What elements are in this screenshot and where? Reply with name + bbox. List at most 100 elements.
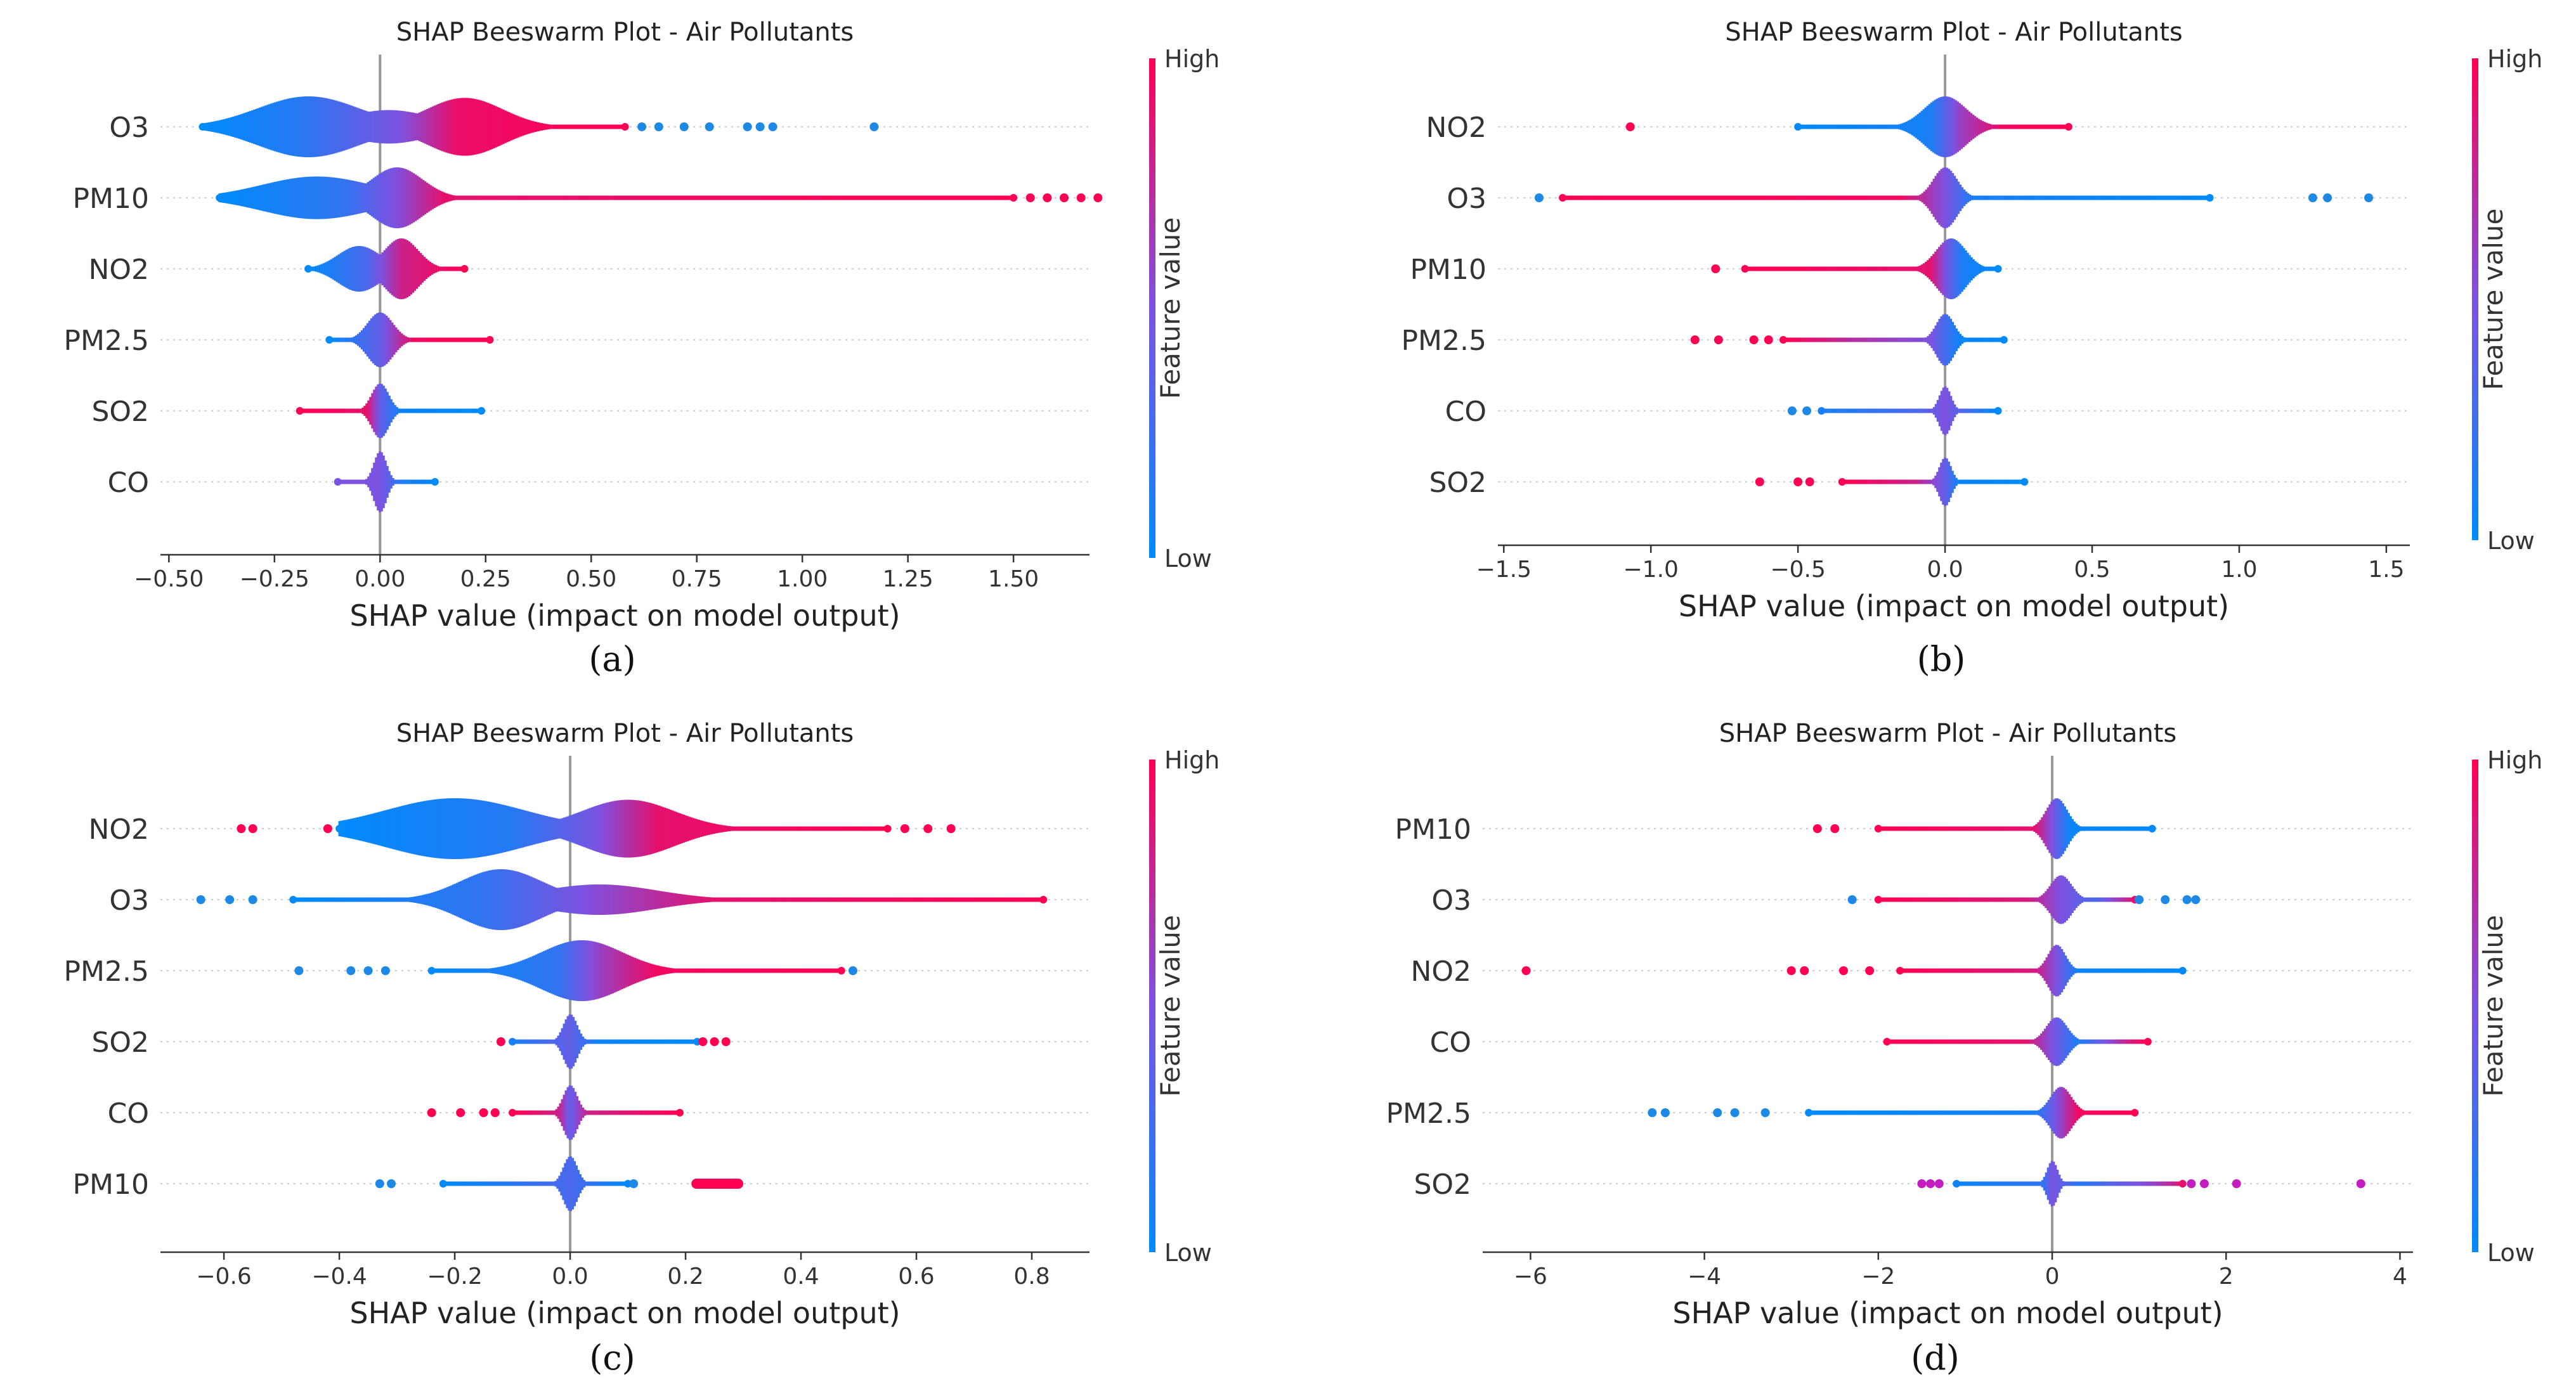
swarm-segment — [384, 460, 387, 503]
swarm-segment — [746, 897, 750, 902]
swarm-segment — [988, 897, 991, 902]
swarm-segment — [564, 886, 567, 913]
swarm-segment — [1946, 968, 1949, 973]
swarm-segment — [1915, 1039, 1917, 1044]
swarm-segment — [996, 897, 999, 902]
swarm-segment — [500, 804, 503, 853]
swarm-segment — [2183, 195, 2187, 200]
swarm-segment — [1995, 337, 1998, 342]
feature-label: PM2.5 — [64, 325, 149, 357]
swarm-segment — [1970, 337, 1974, 342]
swarm-segment — [443, 192, 446, 204]
swarm-segment — [824, 897, 828, 902]
swarm-segment — [1580, 195, 1584, 200]
swarm-segment — [524, 195, 528, 200]
swarm-segment — [582, 1036, 585, 1047]
swarm-point — [334, 478, 342, 486]
swarm-segment — [345, 897, 348, 902]
swarm-segment — [2097, 968, 2100, 973]
swarm-segment — [1952, 968, 1955, 973]
swarm-segment — [1776, 266, 1779, 271]
swarm-segment — [2057, 124, 2060, 129]
swarm-segment — [249, 187, 252, 209]
swarm-segment — [1918, 112, 1922, 141]
swarm-segment — [1811, 195, 1814, 200]
swarm-segment — [859, 897, 862, 902]
swarm-outlier-point — [237, 824, 246, 833]
swarm-segment — [337, 101, 339, 153]
swarm-segment — [318, 408, 320, 413]
swarm-segment — [606, 1110, 609, 1115]
swarm-segment — [558, 944, 561, 997]
swarm-segment — [417, 895, 420, 904]
swarm-segment — [1836, 1110, 1839, 1115]
swarm-segment — [2116, 1110, 2119, 1115]
swarm-segment — [1967, 252, 1969, 285]
swarm-segment — [2116, 968, 2119, 973]
swarm-segment — [244, 113, 246, 141]
swarm-segment — [1839, 337, 1842, 342]
swarm-segment — [1624, 195, 1627, 200]
swarm-segment — [623, 1110, 627, 1115]
swarm-segment — [351, 337, 354, 342]
swarm-segment — [611, 948, 614, 993]
swarm-segment — [1881, 408, 1884, 413]
swarm-segment — [1974, 116, 1977, 138]
swarm-segment — [1828, 337, 1831, 342]
swarm-segment — [443, 798, 446, 859]
swarm-segment — [1828, 408, 1831, 413]
swarm-segment — [729, 968, 732, 973]
swarm-segment — [366, 323, 369, 357]
swarm-segment — [573, 940, 576, 1001]
swarm-segment — [2015, 1110, 2018, 1115]
swarm-segment — [563, 1094, 566, 1131]
swarm-segment — [710, 897, 713, 902]
swarm-segment — [2054, 1165, 2057, 1203]
swarm-segment — [1601, 195, 1604, 200]
swarm-segment — [413, 337, 417, 342]
swarm-segment — [1820, 337, 1823, 342]
swarm-segment — [2029, 124, 2032, 129]
swarm-segment — [341, 337, 344, 342]
swarm-segment — [2050, 883, 2053, 916]
swarm-segment — [403, 111, 406, 143]
swarm-segment — [935, 195, 939, 200]
swarm-segment — [703, 821, 706, 836]
swarm-segment — [375, 110, 377, 143]
swarm-segment — [1887, 337, 1890, 342]
swarm-segment — [429, 893, 432, 907]
swarm-segment — [1615, 195, 1618, 200]
swarm-segment — [465, 195, 469, 200]
swarm-segment — [1957, 181, 1960, 214]
swarm-segment — [1948, 391, 1951, 430]
swarm-segment — [387, 246, 390, 292]
swarm-segment — [444, 337, 447, 342]
swarm-segment — [1953, 404, 1956, 418]
swarm-segment — [1887, 826, 1889, 831]
swarm-segment — [1935, 968, 1938, 973]
swarm-segment — [1944, 386, 1947, 436]
swarm-segment — [787, 195, 790, 200]
swarm-segment — [2127, 1110, 2130, 1115]
swarm-segment — [1022, 897, 1025, 902]
swarm-segment — [956, 195, 959, 200]
swarm-segment — [312, 408, 315, 413]
feature-label: PM2.5 — [1386, 1097, 1471, 1130]
swarm-segment — [725, 968, 728, 973]
swarm-segment — [781, 826, 784, 831]
swarm-segment — [2012, 124, 2015, 129]
swarm-segment — [1980, 337, 1983, 342]
swarm-segment — [420, 111, 423, 143]
swarm-segment — [697, 896, 700, 903]
swarm-segment — [349, 337, 352, 342]
swarm-segment — [659, 891, 662, 909]
swarm-segment — [1965, 191, 1968, 204]
swarm-segment — [488, 801, 491, 856]
swarm-segment — [462, 195, 465, 200]
swarm-segment — [1881, 337, 1884, 342]
swarm-segment — [470, 408, 472, 413]
swarm-segment — [396, 239, 400, 299]
swarm-segment — [322, 408, 324, 413]
swarm-segment — [722, 968, 724, 973]
swarm-segment — [589, 884, 592, 915]
